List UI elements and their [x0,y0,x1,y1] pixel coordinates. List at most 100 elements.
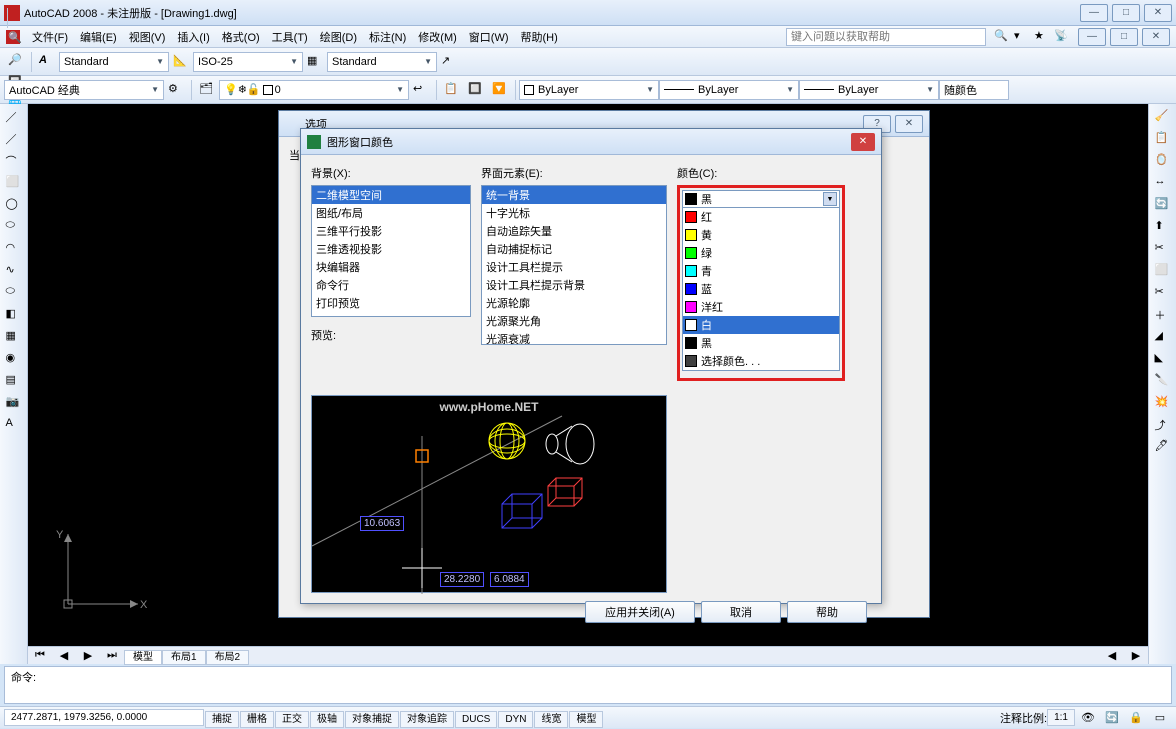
modify-tool-button[interactable]: 📋 [1152,128,1174,150]
layer-state-icon[interactable]: 📋 [441,79,463,101]
menu-item[interactable]: 格式(O) [216,30,266,46]
layer-iso-icon[interactable]: 🔲 [465,79,487,101]
element-list-item[interactable]: 十字光标 [482,204,666,222]
lineweight-select[interactable]: ByLayer▼ [799,80,939,100]
color-combo-arrow-icon[interactable]: ▼ [823,192,837,206]
table-style-icon[interactable]: ▦ [304,51,326,73]
color-list-item[interactable]: 绿 [683,244,839,262]
context-list-item[interactable]: 打印预览 [312,294,470,312]
modify-tool-button[interactable]: ✂ [1152,282,1174,304]
modify-tool-button[interactable]: ↔ [1152,172,1174,194]
menu-item[interactable]: 修改(M) [412,30,463,46]
element-list-item[interactable]: 光源衰减 [482,330,666,345]
favorite-icon[interactable]: ★ [1034,29,1050,45]
minimize-button[interactable]: — [1080,4,1108,22]
color-dropdown-list[interactable]: 红黄绿青蓝洋红白黑选择颜色. . . [682,208,840,371]
toolbar-button[interactable]: 🔍 [5,28,27,50]
draw-tool-button[interactable]: ◧ [3,304,25,326]
context-list-item[interactable]: 二维模型空间 [312,186,470,204]
maximize-button[interactable]: □ [1112,4,1140,22]
draw-tool-button[interactable]: ◉ [3,348,25,370]
layer-filter-icon[interactable]: 🔽 [489,79,511,101]
anno-vis-icon[interactable]: 👁 [1077,707,1099,729]
apply-close-button[interactable]: 应用并关闭(A) [585,601,695,623]
hscroll-left-icon[interactable]: ◀ [1101,645,1123,667]
modify-tool-button[interactable]: 💥 [1152,392,1174,414]
menu-item[interactable]: 视图(V) [123,30,172,46]
draw-tool-button[interactable]: ∿ [3,260,25,282]
colors-dialog-close-button[interactable]: ✕ [851,133,875,151]
status-toggle[interactable]: DYN [498,711,533,728]
menu-item[interactable]: 帮助(H) [515,30,564,46]
close-button[interactable]: ✕ [1144,4,1172,22]
color-list-item[interactable]: 青 [683,262,839,280]
colors-dialog-titlebar[interactable]: 图形窗口颜色 ✕ [301,129,881,155]
status-toggle[interactable]: 对象捕捉 [345,711,399,728]
layout-tab[interactable]: 模型 [124,650,162,665]
tab-first-icon[interactable]: ⏮ [29,645,51,667]
color-list-item[interactable]: 蓝 [683,280,839,298]
tab-prev-icon[interactable]: ◀ [53,645,75,667]
doc-maximize-button[interactable]: □ [1110,28,1138,46]
plotstyle-select[interactable]: 随颜色 [939,80,1009,100]
modify-tool-button[interactable]: ◢ [1152,326,1174,348]
layout-tab[interactable]: 布局2 [206,650,250,665]
draw-tool-button[interactable]: A [3,414,25,436]
menu-item[interactable]: 标注(N) [363,30,412,46]
modify-tool-button[interactable]: ⬜ [1152,260,1174,282]
draw-tool-button[interactable]: ⬭ [3,282,25,304]
element-list-item[interactable]: 设计工具栏提示 [482,258,666,276]
color-select[interactable]: ByLayer▼ [519,80,659,100]
context-list-item[interactable]: 三维平行投影 [312,222,470,240]
modify-tool-button[interactable]: 🧹 [1152,106,1174,128]
layout-tab[interactable]: 布局1 [162,650,206,665]
modify-tool-button[interactable]: 🔄 [1152,194,1174,216]
cancel-button[interactable]: 取消 [701,601,781,623]
color-list-item[interactable]: 白 [683,316,839,334]
status-toggle[interactable]: 极轴 [310,711,344,728]
status-toggle[interactable]: 模型 [569,711,603,728]
draw-tool-button[interactable]: ◯ [3,194,25,216]
options-close-button[interactable]: ✕ [895,115,923,133]
tab-last-icon[interactable]: ⏭ [101,645,123,667]
modify-tool-button[interactable]: 🔪 [1152,370,1174,392]
comm-center-icon[interactable]: 📡 [1054,29,1070,45]
dim-style-select[interactable]: ISO-25▼ [193,52,303,72]
element-listbox[interactable]: 统一背景十字光标自动追踪矢量自动捕捉标记设计工具栏提示设计工具栏提示背景光源轮廓… [481,185,667,345]
draw-tool-button[interactable]: ／ [3,106,25,128]
clean-screen-icon[interactable]: ▭ [1149,707,1171,729]
doc-minimize-button[interactable]: — [1078,28,1106,46]
search-icon[interactable]: 🔍 [994,29,1010,45]
dropdown-icon[interactable]: ▾ [1014,29,1030,45]
color-list-item[interactable]: 黄 [683,226,839,244]
modify-tool-button[interactable]: ＋ [1152,304,1174,326]
layer-prev-icon[interactable]: ↩ [410,79,432,101]
context-list-item[interactable]: 三维透视投影 [312,240,470,258]
help-search-input[interactable] [786,28,986,46]
layer-props-icon[interactable]: 🗂 [196,79,218,101]
color-list-item[interactable]: 黑 [683,334,839,352]
modify-tool-button[interactable]: 🖊 [1152,436,1174,458]
text-style-icon[interactable]: A [36,51,58,73]
modify-tool-button[interactable]: 🪞 [1152,150,1174,172]
draw-tool-button[interactable]: ／ [3,128,25,150]
element-list-item[interactable]: 光源轮廓 [482,294,666,312]
element-list-item[interactable]: 自动捕捉标记 [482,240,666,258]
status-toggle[interactable]: 对象追踪 [400,711,454,728]
menu-item[interactable]: 窗口(W) [463,30,515,46]
anno-scale-value[interactable]: 1:1 [1047,709,1075,726]
menu-item[interactable]: 插入(I) [171,30,215,46]
status-toggle[interactable]: DUCS [455,711,497,728]
hscroll-right-icon[interactable]: ▶ [1125,645,1147,667]
status-toggle[interactable]: 捕捉 [205,711,239,728]
context-listbox[interactable]: 二维模型空间图纸/布局三维平行投影三维透视投影块编辑器命令行打印预览 [311,185,471,317]
menu-item[interactable]: 文件(F) [26,30,74,46]
modify-tool-button[interactable]: ✂ [1152,238,1174,260]
draw-tool-button[interactable]: ⌒ [3,150,25,172]
color-combobox[interactable]: 黑 ▼ [682,190,840,208]
command-line[interactable]: 命令: [4,666,1172,704]
workspace-select[interactable]: AutoCAD 经典▼ [4,80,164,100]
draw-tool-button[interactable]: ▤ [3,370,25,392]
context-list-item[interactable]: 图纸/布局 [312,204,470,222]
status-toggle[interactable]: 正交 [275,711,309,728]
